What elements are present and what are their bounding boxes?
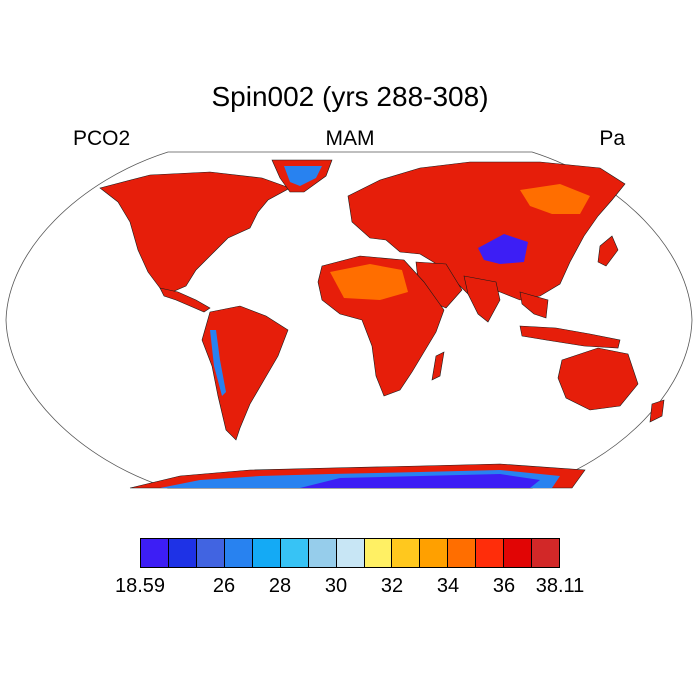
colorbar-swatch <box>280 539 309 567</box>
colorbar-swatch <box>196 539 225 567</box>
greenland-ice <box>284 166 322 186</box>
colorbar-tick-label: 30 <box>324 575 348 597</box>
colorbar-tick-label: 18.59 <box>114 575 166 597</box>
season-label: MAM <box>325 127 375 150</box>
colorbar-swatch <box>420 539 449 567</box>
colorbar-swatch <box>141 539 169 567</box>
siberia-hot <box>520 184 590 214</box>
india <box>463 275 501 323</box>
colorbar-swatch <box>364 539 393 567</box>
colorbar-swatch <box>532 539 560 567</box>
colorbar-swatch <box>308 539 337 567</box>
colorbar-swatch <box>168 539 197 567</box>
indonesia <box>519 325 621 349</box>
new-zealand <box>649 399 665 423</box>
andes-cool <box>210 330 226 396</box>
chart-title: Spin002 (yrs 288-308) <box>211 81 489 112</box>
colorbar-swatch <box>252 539 281 567</box>
sahara-hot <box>330 264 408 300</box>
colorbar-tick-label: 38.11 <box>535 575 585 597</box>
colorbar-tick-label: 26 <box>212 575 236 597</box>
colorbar-swatch <box>448 539 477 567</box>
north-america <box>99 171 291 293</box>
colorbar-swatch <box>224 539 253 567</box>
colorbar-tick-label: 28 <box>268 575 292 597</box>
tibet-cool <box>478 234 528 264</box>
se-asia <box>519 291 549 319</box>
colorbar-tick-label: 36 <box>492 575 516 597</box>
colorbar <box>140 538 560 568</box>
antarctica-core <box>300 474 540 488</box>
variable-label: PCO2 <box>73 127 131 150</box>
south-america <box>201 305 289 441</box>
colorbar-swatch <box>392 539 421 567</box>
colorbar-swatch <box>336 539 365 567</box>
central-america <box>159 287 211 313</box>
land-masses <box>99 159 665 489</box>
colorbar-tick-label: 34 <box>436 575 460 597</box>
units-label: Pa <box>599 127 625 150</box>
colorbar-swatch <box>476 539 505 567</box>
australia <box>557 347 639 411</box>
madagascar <box>431 351 445 381</box>
japan <box>597 235 619 267</box>
colorbar-tick-label: 32 <box>380 575 404 597</box>
colorbar-swatch <box>504 539 533 567</box>
